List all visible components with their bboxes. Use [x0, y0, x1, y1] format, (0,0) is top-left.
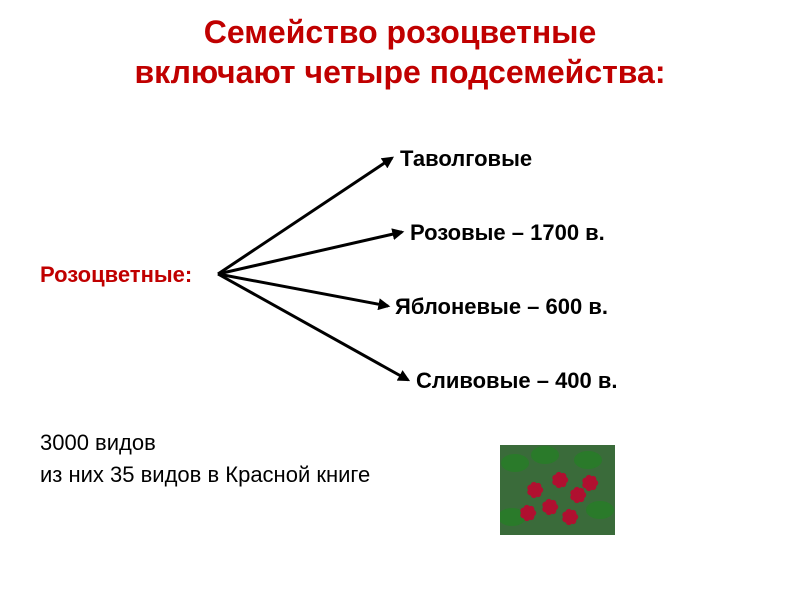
- footer-line-1: 3000 видов: [40, 430, 370, 456]
- footer-line-2: из них 35 видов в Красной книге: [40, 462, 370, 488]
- root-label: Розоцветные:: [40, 262, 192, 288]
- branch-label-0: Таволговые: [400, 146, 532, 172]
- slide-title: Семейство розоцветные включают четыре по…: [0, 0, 800, 92]
- tree-diagram: Розоцветные: Таволговые Розовые – 1700 в…: [0, 112, 800, 412]
- raspberry-svg: [500, 445, 615, 535]
- branch-label-2: Яблоневые – 600 в.: [395, 294, 608, 320]
- footer-text: 3000 видов из них 35 видов в Красной кни…: [40, 430, 370, 494]
- title-line-1: Семейство розоцветные: [0, 12, 800, 52]
- raspberry-image: [500, 445, 615, 540]
- branch-label-1: Розовые – 1700 в.: [410, 220, 605, 246]
- title-line-2: включают четыре подсемейства:: [0, 52, 800, 92]
- branch-label-3: Сливовые – 400 в.: [416, 368, 618, 394]
